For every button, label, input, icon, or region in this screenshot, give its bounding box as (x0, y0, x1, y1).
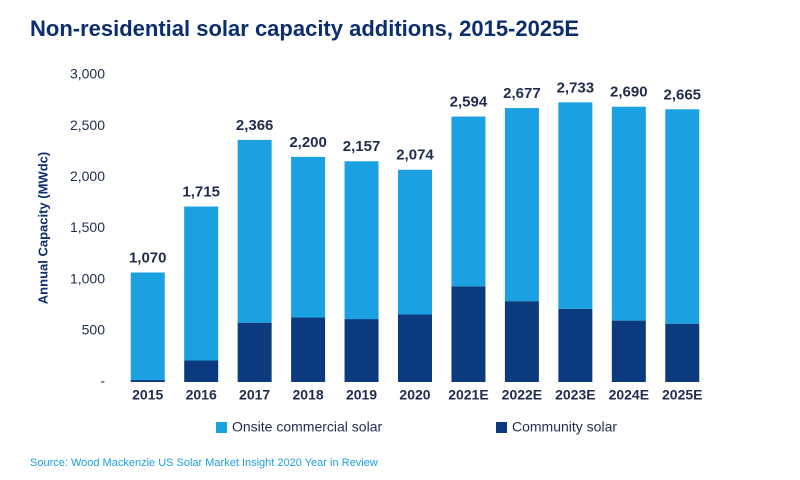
bar-segment (611, 106, 646, 321)
bar-segment (130, 379, 165, 382)
legend-label: Community solar (512, 419, 617, 435)
x-tick-label: 2025E (662, 387, 702, 403)
bar-segment (504, 301, 539, 382)
x-tick-label: 2017 (239, 387, 270, 403)
bar-segment (558, 308, 593, 382)
total-label: 2,677 (503, 85, 541, 102)
bar-segment (184, 360, 219, 382)
y-tick-label: 1,000 (70, 270, 105, 286)
total-label: 2,594 (450, 94, 488, 111)
bar-segment (558, 102, 593, 309)
x-tick-label: 2019 (346, 387, 377, 403)
legend-swatch (216, 422, 227, 433)
y-tick-label: 1,500 (70, 219, 105, 235)
x-tick-label: 2021E (448, 387, 488, 403)
bar-segment (398, 314, 432, 382)
x-tick-label: 2024E (609, 387, 649, 403)
bar-segment (665, 323, 700, 382)
bar-segment (184, 206, 219, 361)
total-label: 1,070 (129, 249, 167, 266)
y-axis-label: Annual Capacity (MWdc) (35, 152, 50, 304)
y-tick-label: 2,000 (70, 168, 105, 184)
x-tick-label: 2020 (399, 387, 430, 403)
x-tick-label: 2022E (502, 387, 542, 403)
total-label: 2,690 (610, 84, 648, 101)
bar-segment (398, 169, 432, 315)
bar-segment (130, 272, 165, 380)
y-tick-label: 500 (82, 322, 106, 338)
legend-swatch (496, 422, 507, 433)
y-tick-label: 2,500 (70, 117, 105, 133)
x-tick-label: 2016 (186, 387, 217, 403)
total-label: 2,157 (343, 138, 381, 155)
source: Source: Wood Mackenzie US Solar Market I… (30, 457, 378, 469)
chart-title: Non-residential solar capacity additions… (30, 16, 579, 41)
total-label: 2,665 (663, 86, 701, 103)
total-label: 2,366 (236, 117, 274, 134)
total-label: 2,733 (557, 79, 595, 96)
bar-segment (451, 116, 486, 287)
total-label: 1,715 (182, 183, 220, 200)
bar-segment (344, 319, 379, 382)
bar-segment (237, 139, 272, 323)
x-tick-label: 2015 (132, 387, 163, 403)
bar-segment (291, 156, 326, 318)
y-tick-label: - (100, 373, 105, 389)
total-label: 2,074 (396, 147, 434, 164)
bar-segment (237, 322, 272, 382)
bar-segment (504, 108, 539, 302)
y-tick-label: 3,000 (70, 66, 105, 82)
bar-segment (291, 317, 326, 382)
x-tick-label: 2023E (555, 387, 595, 403)
bar-segment (665, 109, 700, 324)
legend-label: Onsite commercial solar (232, 419, 382, 435)
bar-segment (611, 320, 646, 382)
total-label: 2,200 (289, 134, 327, 151)
x-tick-label: 2018 (293, 387, 324, 403)
bar-segment (344, 161, 379, 320)
bar-segment (451, 286, 486, 382)
